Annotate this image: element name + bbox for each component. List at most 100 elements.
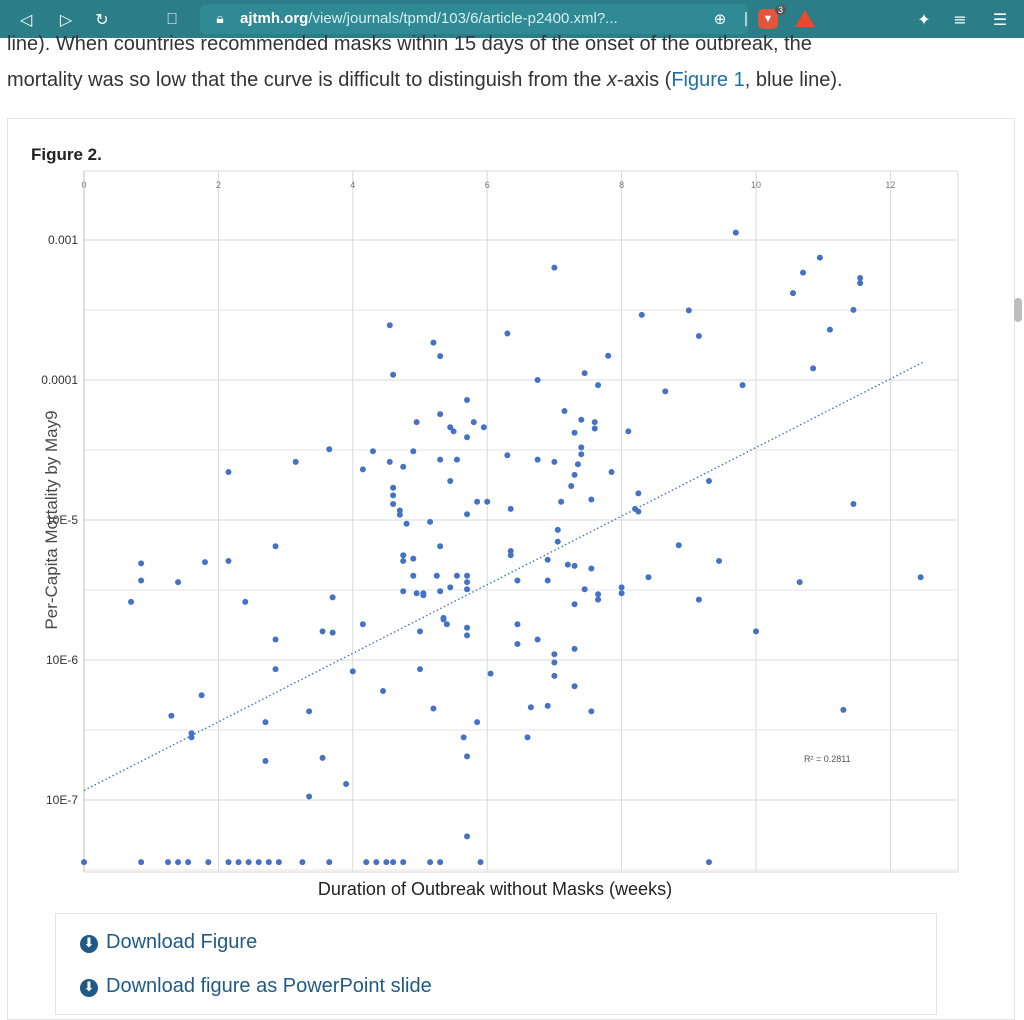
data-point [420,592,427,599]
data-point [507,552,514,559]
data-point [514,621,521,628]
article-line: line). When countries recommended masks … [7,33,812,55]
data-point [262,757,269,764]
playlist-icon[interactable]: ≡ [953,9,967,29]
data-point [695,596,702,603]
data-point [464,579,471,586]
data-point [235,859,242,866]
data-point [464,624,471,631]
data-point [168,712,175,719]
forward-icon[interactable]: ▷ [59,9,73,29]
data-point [198,692,205,699]
url-text[interactable]: ajtmh.org/view/journals/tpmd/103/6/artic… [240,10,618,27]
data-point [128,598,135,605]
data-point [185,859,192,866]
data-point [695,333,702,340]
download-figure-link[interactable]: ⬇ Download Figure [80,931,257,954]
extensions-icon[interactable]: ✦ [917,9,931,29]
url-host: ajtmh.org [240,10,309,27]
data-point [534,377,541,383]
data-point [201,559,208,566]
download-icon: ⬇ [80,979,98,997]
bookmark-icon[interactable]: ⎕ [167,9,177,28]
data-point [430,339,437,346]
brave-shield-icon[interactable]: ▼ 3 [758,5,786,29]
reload-icon[interactable]: ↻ [95,9,109,29]
data-point [534,456,541,463]
y-tick-label: 0.001 [48,233,78,247]
data-point [175,859,182,866]
data-point [437,353,444,360]
rewards-icon[interactable] [795,10,815,27]
data-point [504,452,511,459]
data-point [571,601,578,608]
data-point [437,411,444,418]
data-point [464,632,471,639]
data-point [514,577,521,584]
data-point [349,668,356,675]
data-point [564,561,571,568]
data-point [390,501,397,508]
data-point [427,518,434,525]
figure-1-link[interactable]: Figure 1 [671,69,745,91]
data-point [635,508,642,515]
zoom-icon[interactable]: ⊕ [713,10,727,28]
data-point [359,621,366,628]
y-tick-label: 0.0001 [41,373,78,387]
data-point [635,490,642,497]
data-point [789,290,796,297]
data-point [753,628,759,635]
scrollbar-thumb[interactable] [1014,298,1022,322]
data-point [487,670,494,677]
data-point [578,451,585,458]
back-icon[interactable]: ◁ [19,9,33,29]
data-point [581,370,588,377]
data-point [453,456,460,463]
data-point [857,280,864,287]
data-point [306,708,313,715]
data-point [396,507,403,514]
data-point [359,466,366,473]
data-point [275,859,282,866]
data-point [662,388,669,395]
data-point [464,833,471,840]
data-point [507,505,514,512]
x-tick-label: 6 [485,180,490,190]
data-point [544,556,551,563]
italic-x: x [606,69,617,91]
data-point [326,446,333,453]
data-point [595,596,602,603]
data-point [453,572,460,579]
data-point [850,306,857,313]
address-bar[interactable] [200,4,748,34]
x-tick-label: 12 [885,180,895,190]
data-point [464,511,471,518]
data-point [544,577,551,584]
data-point [534,636,541,643]
data-point [205,859,212,866]
download-ppt-link[interactable]: ⬇ Download figure as PowerPoint slide [80,975,432,998]
menu-icon[interactable]: ☰ [992,9,1008,29]
data-point [571,562,578,569]
data-point [464,434,471,441]
data-point [437,859,444,866]
data-point [433,572,440,579]
data-point [430,705,437,712]
data-point [578,416,585,423]
data-point [225,557,232,564]
data-point [554,526,561,533]
data-point [514,641,521,648]
data-point [595,591,602,598]
x-axis-label: Duration of Outbreak without Masks (week… [317,879,673,899]
data-point [571,471,578,478]
data-point [81,859,87,866]
data-point [464,753,471,760]
data-point [578,444,585,451]
data-point [591,419,598,426]
data-point [400,859,407,866]
data-point [551,264,558,271]
download-ppt-label: Download figure as PowerPoint slide [106,975,432,997]
y-tick-label: 10E-5 [46,513,78,527]
data-point [386,458,393,465]
